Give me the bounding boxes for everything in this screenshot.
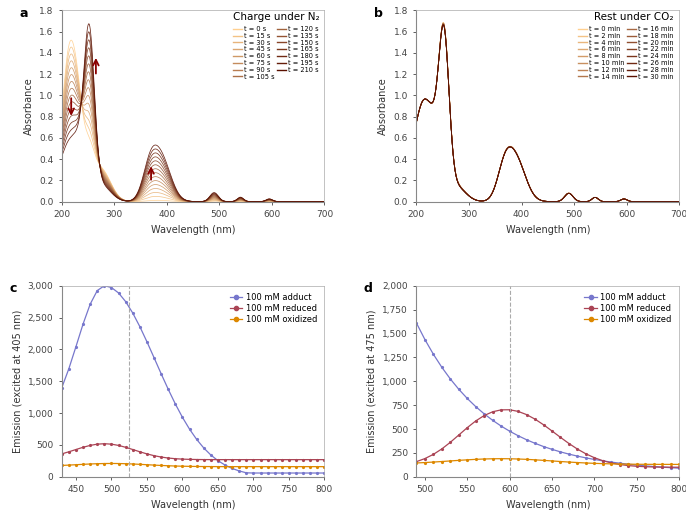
X-axis label: Wavelength (nm): Wavelength (nm) [151,500,235,510]
Text: d: d [364,282,372,295]
Legend: 100 mM adduct, 100 mM reduced, 100 mM oxidized: 100 mM adduct, 100 mM reduced, 100 mM ox… [581,290,675,328]
Legend: t = 0 s, t = 15 s, t = 30 s, t = 45 s, t = 60 s, t = 75 s, t = 90 s, t = 105 s, : t = 0 s, t = 15 s, t = 30 s, t = 45 s, t… [230,24,321,82]
Text: b: b [375,7,383,20]
X-axis label: Wavelength (nm): Wavelength (nm) [506,500,590,510]
Y-axis label: Emission (excited at 405 nm): Emission (excited at 405 nm) [12,310,22,453]
Text: a: a [20,7,28,20]
Legend: 100 mM adduct, 100 mM reduced, 100 mM oxidized: 100 mM adduct, 100 mM reduced, 100 mM ox… [226,290,320,328]
Legend: t = 0 min, t = 2 min, t = 4 min, t = 6 min, t = 8 min, t = 10 min, t = 12 min, t: t = 0 min, t = 2 min, t = 4 min, t = 6 m… [576,24,676,82]
Y-axis label: Absorbance: Absorbance [23,77,34,135]
Y-axis label: Absorbance: Absorbance [378,77,388,135]
Text: Charge under N₂: Charge under N₂ [233,13,319,23]
Text: Rest under CO₂: Rest under CO₂ [594,13,674,23]
X-axis label: Wavelength (nm): Wavelength (nm) [506,224,590,235]
Y-axis label: Emission (excited at 475 nm): Emission (excited at 475 nm) [367,310,377,453]
Text: c: c [9,282,16,295]
X-axis label: Wavelength (nm): Wavelength (nm) [151,224,235,235]
